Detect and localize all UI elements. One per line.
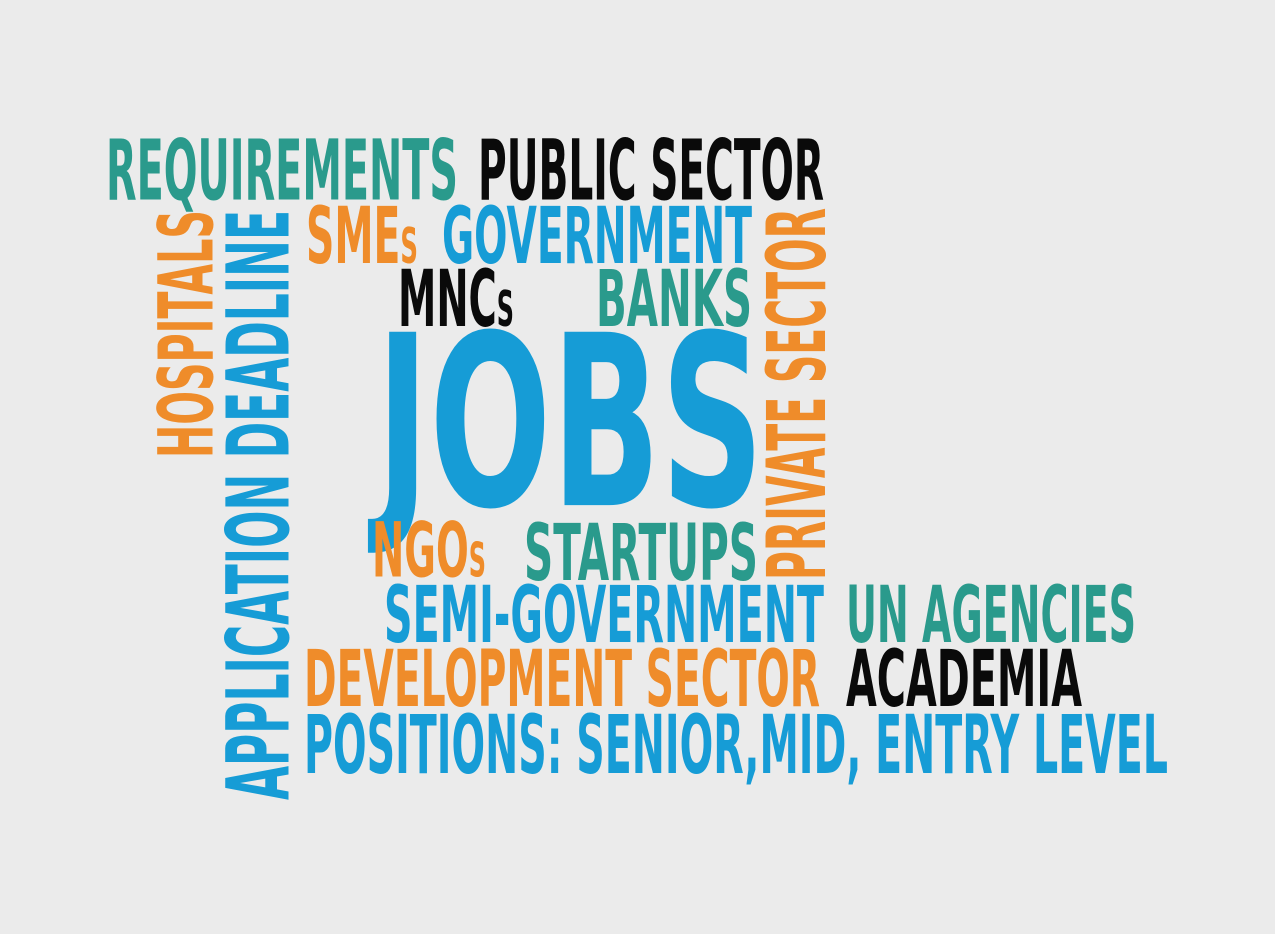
word-ngos-main: NGO — [372, 507, 469, 596]
word-smes-main: SME — [306, 190, 401, 282]
word-startups: STARTUPS — [524, 507, 758, 599]
word-smes-suffix: s — [400, 219, 418, 276]
word-government: GOVERNMENT — [442, 190, 752, 282]
word-mncs: MNCs — [398, 260, 514, 338]
word-academia: ACADEMIA — [846, 633, 1082, 725]
word-smes: SMEs — [306, 197, 418, 275]
word-development-sector: DEVELOPMENT SECTOR — [304, 633, 820, 725]
word-mncs-main: MNC — [398, 253, 497, 345]
word-private-sector: PRIVATE SECTOR — [750, 207, 846, 580]
word-banks: BANKS — [596, 253, 752, 345]
word-ngos-suffix: s — [468, 534, 486, 589]
word-un-agencies: UN AGENCIES — [846, 569, 1136, 661]
word-requirements: REQUIREMENTS — [106, 121, 458, 220]
word-mncs-suffix: s — [496, 282, 514, 339]
word-ngos: NGOs — [372, 513, 486, 590]
word-semi-government: SEMI-GOVERNMENT — [384, 569, 824, 661]
word-jobs: JOBS — [376, 284, 764, 562]
word-positions: POSITIONS: SENIOR,MID, ENTRY LEVEL — [304, 698, 1168, 794]
word-public-sector: PUBLIC SECTOR — [478, 121, 824, 220]
word-application-deadline: APPLICATION DEADLINE — [210, 209, 310, 800]
